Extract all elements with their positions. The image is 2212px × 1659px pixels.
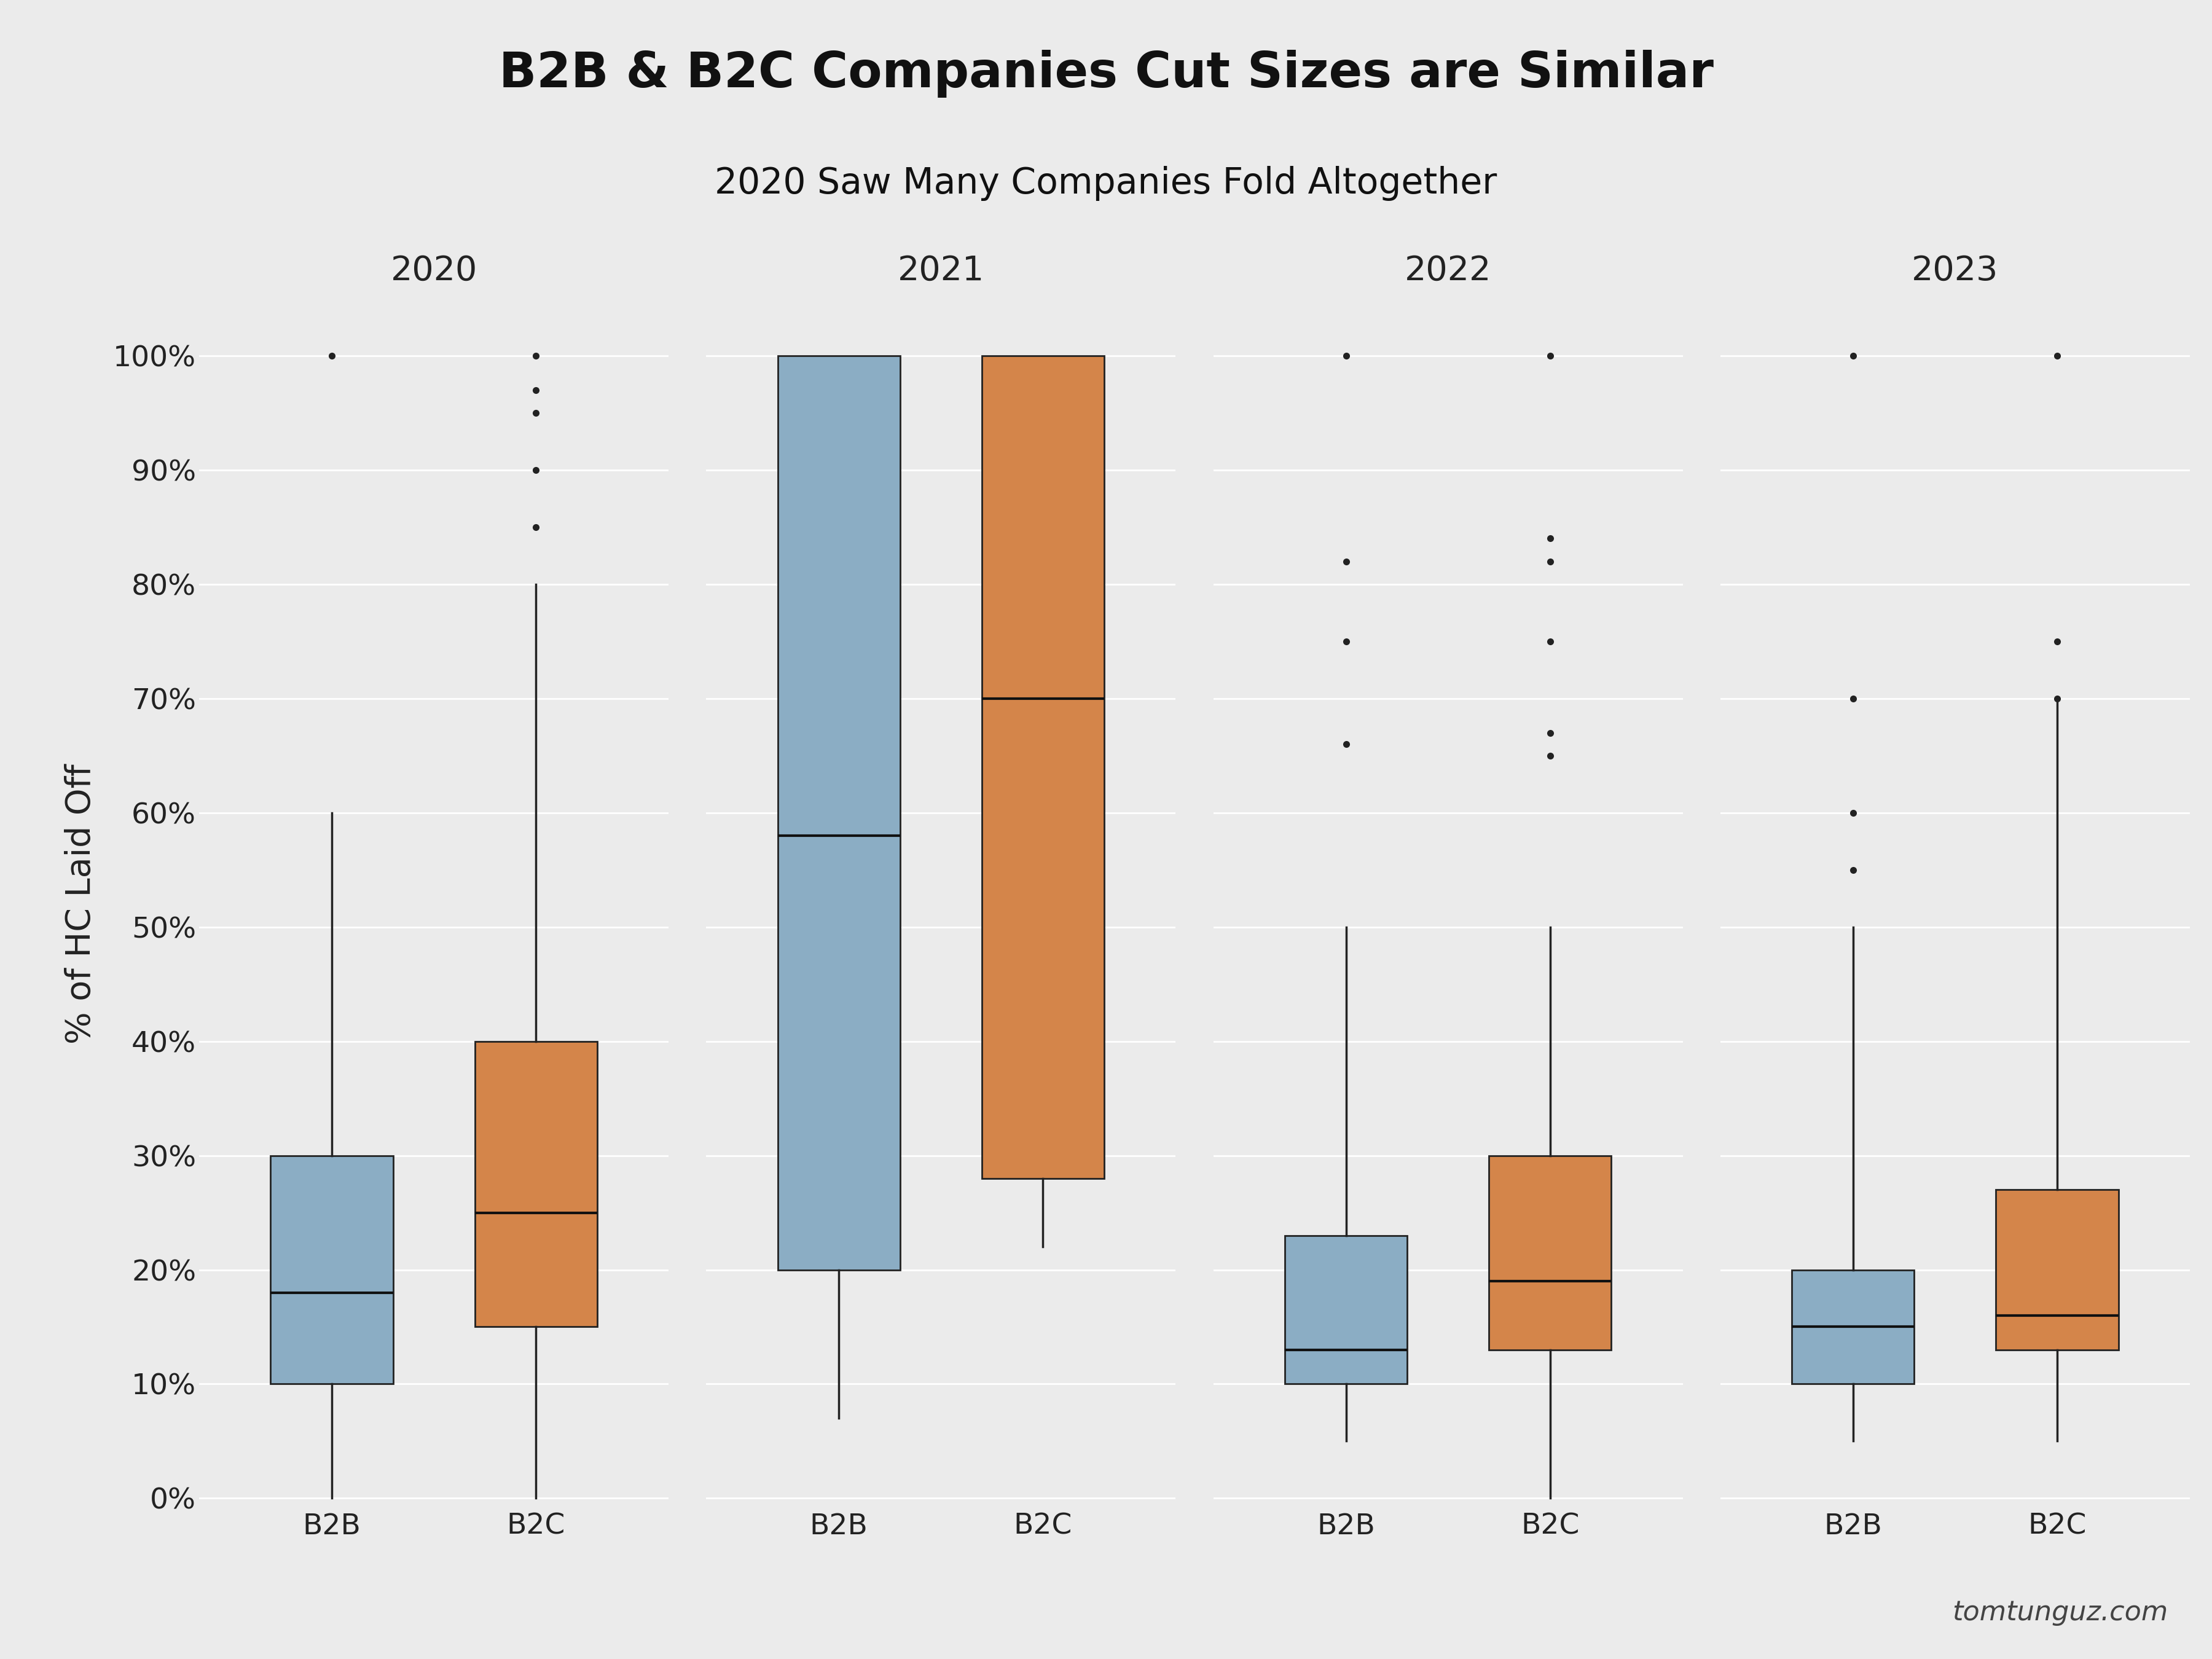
PathPatch shape [1995, 1190, 2119, 1350]
Title: 2021: 2021 [898, 254, 984, 287]
PathPatch shape [1489, 1156, 1610, 1350]
PathPatch shape [476, 1042, 597, 1327]
PathPatch shape [982, 355, 1104, 1178]
Title: 2022: 2022 [1405, 254, 1491, 287]
PathPatch shape [779, 355, 900, 1269]
Text: 2020 Saw Many Companies Fold Altogether: 2020 Saw Many Companies Fold Altogether [714, 166, 1498, 201]
PathPatch shape [1792, 1269, 1913, 1384]
Y-axis label: % of HC Laid Off: % of HC Laid Off [64, 765, 97, 1044]
Text: tomtunguz.com: tomtunguz.com [1951, 1599, 2168, 1626]
PathPatch shape [270, 1156, 394, 1384]
Title: 2020: 2020 [392, 254, 478, 287]
PathPatch shape [1285, 1236, 1407, 1384]
Text: B2B & B2C Companies Cut Sizes are Similar: B2B & B2C Companies Cut Sizes are Simila… [498, 50, 1714, 98]
Title: 2023: 2023 [1911, 254, 2000, 287]
